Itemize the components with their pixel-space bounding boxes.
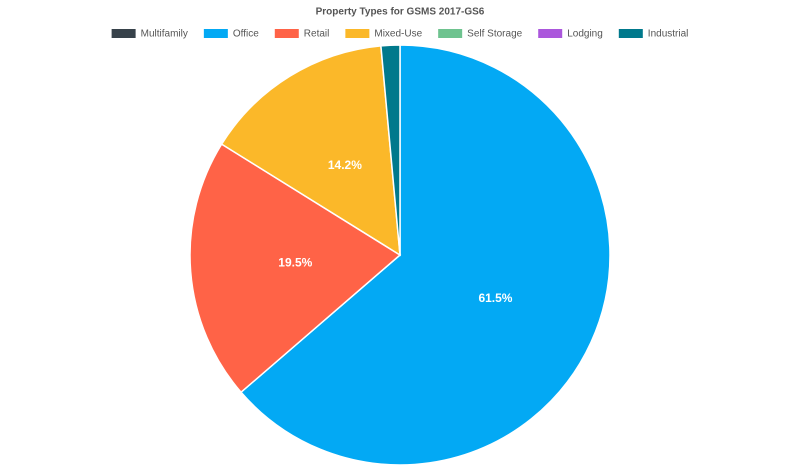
chart-title: Property Types for GSMS 2017-GS6: [316, 7, 485, 18]
legend-label: Lodging: [567, 29, 603, 40]
legend-swatch: [274, 29, 299, 38]
legend-swatch: [618, 29, 643, 38]
data-label: 61.5%: [478, 291, 512, 305]
pie-slice: [380, 44, 401, 256]
data-label: 14.2%: [328, 158, 362, 172]
legend-label: Self Storage: [467, 29, 522, 40]
legend-label: Industrial: [648, 29, 689, 40]
legend-swatch: [438, 29, 463, 38]
pie-slice: [189, 143, 402, 394]
data-label: 19.5%: [278, 255, 312, 269]
legend-swatch: [111, 29, 136, 38]
pie-slice: [220, 45, 401, 257]
legend-label: Multifamily: [141, 29, 188, 40]
legend-swatch: [203, 29, 228, 38]
legend-swatch: [538, 29, 563, 38]
legend-label: Mixed-Use: [374, 29, 422, 40]
legend: Multifamily Office Retail Mixed-Use Self Sto…: [111, 29, 689, 40]
legend-label: Retail: [304, 29, 330, 40]
pie-slice: [239, 44, 611, 466]
legend-swatch: [345, 29, 370, 38]
legend-label: Office: [233, 29, 259, 40]
